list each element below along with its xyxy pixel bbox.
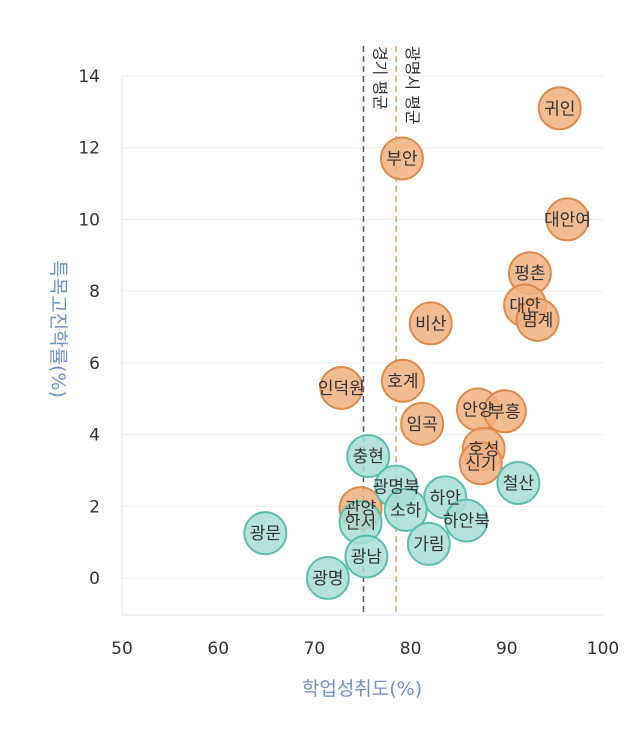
data-point (545, 197, 590, 242)
data-point-label: 광문 (250, 524, 281, 544)
y-axis: 0 2 4 6 8 10 12 14 (78, 67, 123, 615)
data-points (243, 86, 590, 600)
data-point (444, 498, 489, 543)
data-point (379, 136, 424, 181)
data-point-label: 충현 (353, 447, 384, 467)
x-axis: 50 60 70 80 90 100 (111, 614, 619, 659)
data-point (408, 301, 453, 346)
data-point-label: 신기 (465, 454, 496, 474)
data-point-label: 귀인 (544, 99, 575, 119)
data-point-label: 광명북 (373, 478, 420, 498)
x-tick-label: 80 (400, 639, 422, 659)
data-point-label: 안양 (462, 400, 493, 420)
data-point-label: 호계 (387, 372, 418, 392)
data-point-label: 대안여 (544, 210, 591, 230)
x-tick-label: 90 (496, 639, 518, 659)
data-point (482, 389, 527, 434)
data-point-label: 가림 (413, 535, 444, 555)
data-point-label: 대안 (509, 296, 541, 316)
y-tick-label: 8 (89, 282, 100, 302)
data-point-label: 안서 (345, 513, 376, 533)
data-point (400, 401, 445, 446)
data-point-label: 비산 (415, 314, 447, 334)
data-point (243, 511, 288, 556)
data-point-label: 범계 (522, 311, 553, 331)
data-point (496, 460, 541, 505)
data-point (380, 358, 425, 403)
data-point-label: 광명 (312, 569, 343, 589)
data-point-label: 부흥 (489, 402, 520, 422)
data-point-label: 평촌 (514, 264, 545, 284)
data-point-label: 광남 (351, 547, 383, 567)
data-point-label: 인덕원 (318, 379, 365, 399)
data-point-label: 소하 (390, 501, 422, 521)
data-point-label: 임곡 (407, 415, 438, 435)
gridlines (122, 75, 603, 579)
y-axis-title: 특목고진학률(%) (47, 260, 69, 398)
y-tick-label: 4 (89, 426, 100, 446)
data-point (383, 487, 428, 532)
y-tick-label: 6 (89, 354, 100, 374)
x-axis-title: 학업성취도(%) (302, 678, 422, 700)
data-point (305, 556, 350, 600)
reference-line-label: 광명시 평균 (403, 46, 422, 125)
data-point-label: 철산 (503, 474, 535, 494)
data-point-label: 호성 (468, 440, 499, 460)
x-tick-label: 100 (587, 639, 619, 659)
data-point (537, 86, 582, 131)
data-point-label: 하안 (430, 488, 462, 508)
data-point-label: 관양 (345, 499, 376, 519)
y-tick-label: 0 (89, 569, 100, 589)
data-point (319, 365, 364, 410)
data-point (458, 441, 503, 486)
y-tick-label: 12 (78, 139, 100, 159)
x-tick-label: 70 (304, 639, 326, 659)
y-tick-label: 10 (78, 210, 100, 230)
x-tick-label: 60 (207, 639, 229, 659)
data-point (406, 521, 451, 566)
y-tick-label: 14 (78, 67, 100, 87)
y-tick-label: 2 (89, 497, 100, 517)
x-tick-label: 50 (111, 639, 133, 659)
data-point-label: 부안 (386, 149, 418, 169)
data-point (346, 434, 391, 479)
data-point (344, 534, 389, 579)
reference-line-label: 경기 평균 (370, 46, 389, 110)
data-point (515, 297, 560, 342)
data-point-label: 하안북 (443, 512, 490, 532)
